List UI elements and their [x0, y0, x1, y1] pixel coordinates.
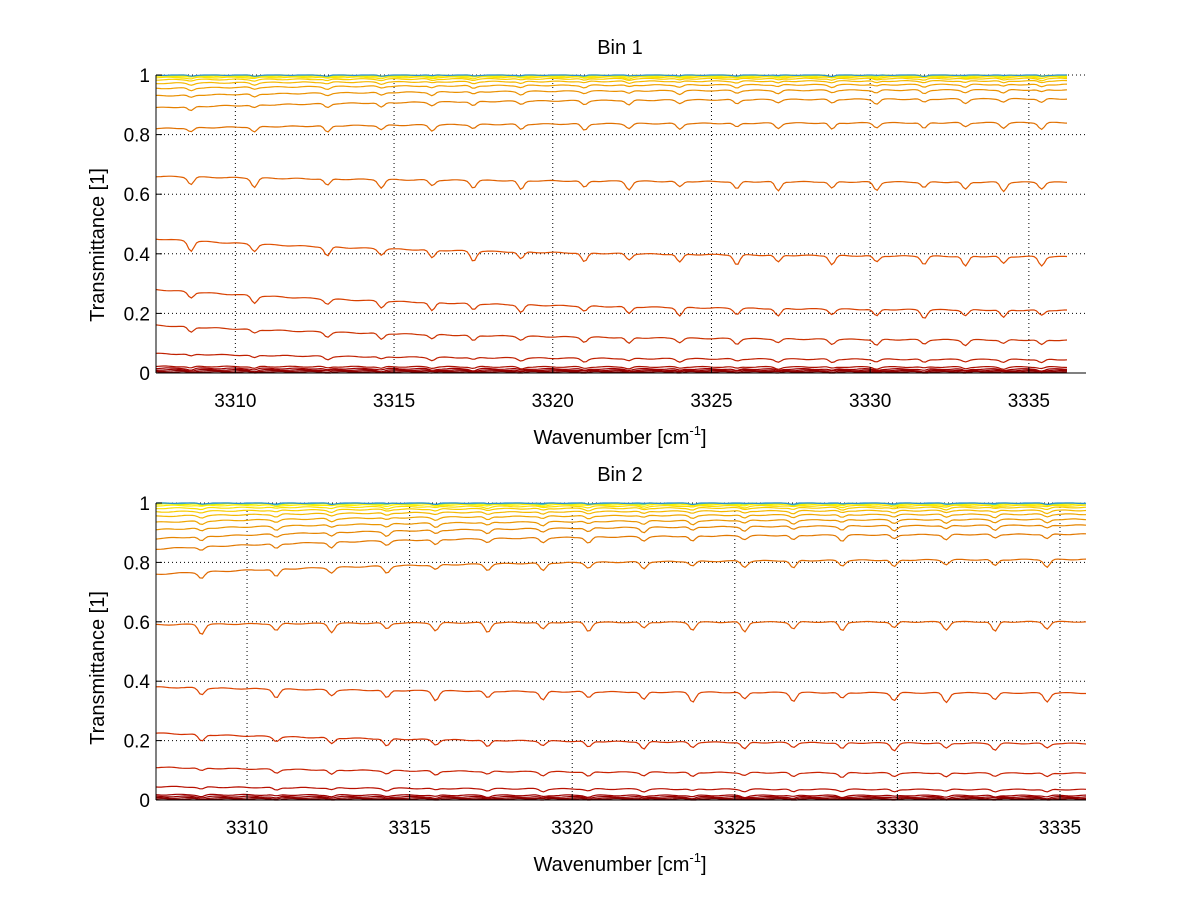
series-line — [155, 620, 1087, 635]
y-tick-label: 0.4 — [124, 672, 151, 693]
series-line — [155, 518, 1087, 532]
series-line — [155, 504, 1087, 511]
series-line — [155, 75, 1068, 80]
series-line — [155, 793, 1087, 799]
x-axis-label: Wavenumber [cm-1] — [533, 423, 706, 449]
x-tick-label: 3330 — [876, 818, 918, 839]
x-tick-label: 3320 — [551, 818, 593, 839]
y-tick-label: 0.2 — [124, 304, 150, 325]
series-line — [156, 77, 1068, 82]
series-line — [155, 513, 1086, 526]
x-tick-label: 3315 — [388, 818, 430, 839]
x-axis-label: Wavenumber [cm-1] — [533, 850, 706, 876]
y-tick-label: 0.6 — [124, 613, 150, 634]
y-tick-label: 0.8 — [124, 553, 150, 574]
series-line — [156, 502, 1087, 506]
x-tick-label: 3310 — [226, 818, 268, 839]
series-line — [155, 97, 1068, 112]
series-line — [155, 121, 1068, 133]
y-tick-label: 1 — [139, 66, 150, 87]
series-line — [155, 524, 1087, 542]
series-line — [155, 766, 1087, 778]
series-line — [155, 533, 1087, 551]
series-line — [155, 509, 1087, 519]
series-line — [155, 288, 1067, 319]
series-line — [155, 732, 1087, 752]
x-axis-label-close: ] — [701, 854, 707, 876]
x-axis-label-superscript: -1 — [689, 850, 701, 865]
x-tick-label: 3310 — [214, 391, 256, 412]
series-line — [155, 558, 1087, 579]
series-line — [155, 503, 1087, 508]
series-line — [155, 175, 1068, 193]
series-line — [155, 324, 1068, 347]
x-tick-label: 3325 — [714, 818, 756, 839]
y-tick-label: 0.8 — [124, 126, 150, 147]
series-line — [155, 506, 1087, 514]
subplot-bin-2: Bin 2 Transmittance [1] Wavenumber [cm-1… — [87, 464, 1087, 876]
series-line — [155, 83, 1068, 92]
series-line — [155, 795, 1087, 800]
chart-title: Bin 2 — [597, 464, 643, 486]
series-line — [155, 79, 1068, 86]
x-tick-label: 3320 — [532, 391, 574, 412]
x-tick-label: 3330 — [849, 391, 891, 412]
x-axis-label-main: Wavenumber [cm — [533, 427, 689, 449]
y-axis-label: Transmittance [1] — [87, 168, 109, 322]
series-line — [156, 89, 1068, 98]
x-tick-label: 3325 — [690, 391, 732, 412]
series-line — [155, 74, 1067, 78]
y-tick-label: 0.2 — [124, 732, 150, 753]
series-line — [155, 686, 1086, 704]
x-tick-label: 3335 — [1039, 818, 1081, 839]
chart-title: Bin 1 — [597, 37, 643, 59]
x-axis-label-superscript: -1 — [689, 423, 701, 438]
series-line — [155, 785, 1087, 793]
series-line — [155, 365, 1068, 371]
x-tick-label: 3335 — [1008, 391, 1050, 412]
y-tick-label: 0.6 — [124, 185, 150, 206]
y-tick-label: 0.4 — [124, 245, 151, 266]
y-tick-label: 0 — [139, 364, 150, 385]
series-line — [155, 367, 1068, 372]
series-line — [155, 368, 1068, 373]
x-axis-label-close: ] — [701, 427, 707, 449]
subplot-bin-1: Bin 1 Transmittance [1] Wavenumber [cm-1… — [87, 37, 1086, 449]
y-tick-label: 0 — [139, 791, 150, 812]
x-axis-label-main: Wavenumber [cm — [533, 854, 689, 876]
y-tick-label: 1 — [139, 494, 150, 515]
x-tick-label: 3315 — [373, 391, 415, 412]
series-line — [156, 796, 1087, 801]
y-axis-label: Transmittance [1] — [87, 591, 109, 745]
series-line — [155, 238, 1068, 267]
series-line — [155, 352, 1068, 364]
